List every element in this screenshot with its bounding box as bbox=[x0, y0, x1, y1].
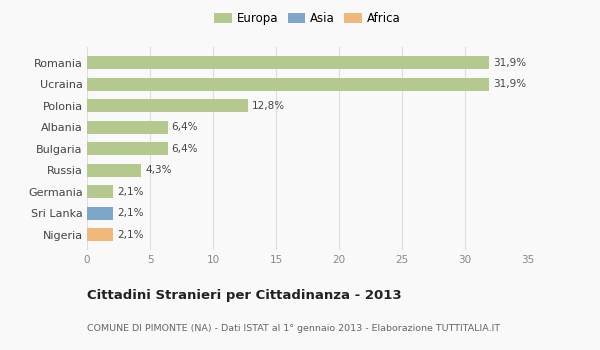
Text: Cittadini Stranieri per Cittadinanza - 2013: Cittadini Stranieri per Cittadinanza - 2… bbox=[87, 289, 401, 302]
Bar bbox=[87, 99, 248, 112]
Text: 12,8%: 12,8% bbox=[252, 101, 285, 111]
Bar bbox=[87, 142, 167, 155]
Text: 31,9%: 31,9% bbox=[493, 58, 526, 68]
Text: 4,3%: 4,3% bbox=[145, 165, 172, 175]
Text: 6,4%: 6,4% bbox=[172, 144, 198, 154]
Text: 2,1%: 2,1% bbox=[117, 230, 144, 240]
Bar bbox=[87, 185, 113, 198]
Bar bbox=[87, 78, 489, 91]
Bar bbox=[87, 56, 489, 69]
Text: 6,4%: 6,4% bbox=[172, 122, 198, 132]
Bar bbox=[87, 207, 113, 219]
Bar bbox=[87, 228, 113, 241]
Legend: Europa, Asia, Africa: Europa, Asia, Africa bbox=[211, 8, 404, 29]
Text: COMUNE DI PIMONTE (NA) - Dati ISTAT al 1° gennaio 2013 - Elaborazione TUTTITALIA: COMUNE DI PIMONTE (NA) - Dati ISTAT al 1… bbox=[87, 324, 500, 333]
Bar bbox=[87, 121, 167, 134]
Text: 31,9%: 31,9% bbox=[493, 79, 526, 89]
Text: 2,1%: 2,1% bbox=[117, 187, 144, 197]
Bar bbox=[87, 164, 141, 177]
Text: 2,1%: 2,1% bbox=[117, 208, 144, 218]
